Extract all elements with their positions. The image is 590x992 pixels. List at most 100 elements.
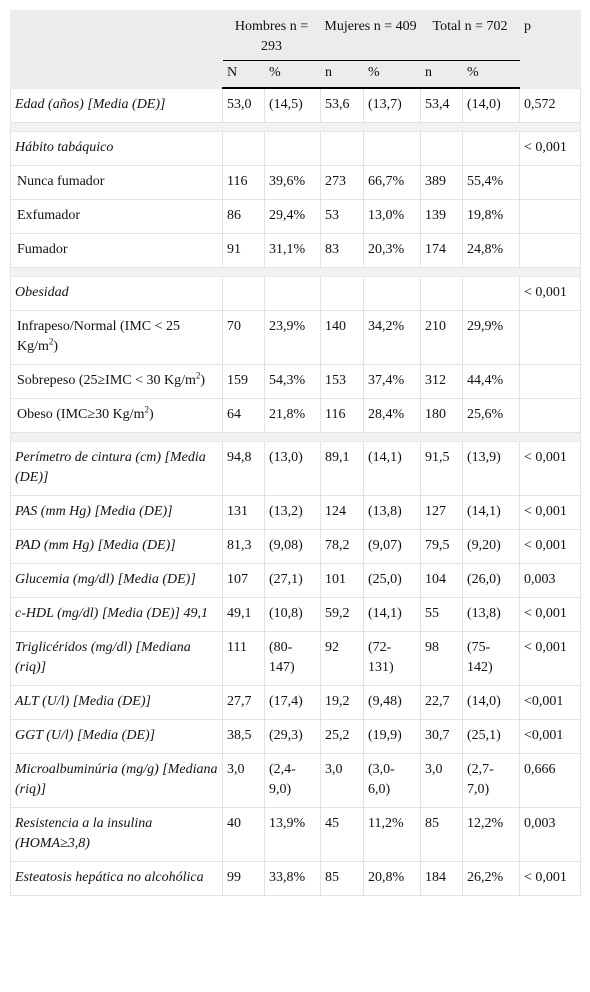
label-text: Obeso (IMC≥30 Kg/m (17, 407, 145, 422)
value-cell: 78,2 (320, 529, 365, 564)
value-cell: 131 (222, 495, 265, 530)
value-cell: (2,7-7,0) (462, 753, 521, 808)
p-value (519, 165, 582, 200)
value-cell (462, 131, 521, 166)
value-cell: 3,0 (420, 753, 464, 808)
value-cell: 180 (420, 398, 464, 433)
table-row: Obesidad < 0,001 (10, 276, 582, 311)
row-label: Microalbuminúria (mg/g) [Mediana (riq)] (10, 753, 223, 808)
value-cell: (29,3) (263, 719, 322, 754)
value-cell: 13,0% (363, 199, 422, 234)
subheader: % (263, 60, 322, 89)
value-cell: 111 (222, 631, 265, 686)
value-cell: 89,1 (320, 441, 365, 496)
p-value: < 0,001 (519, 495, 582, 530)
row-label: Infrapeso/Normal (IMC < 25 Kg/m2) (10, 310, 223, 365)
table-row: GGT (U/l) [Media (DE)] 38,5 (29,3) 25,2 (19,… (10, 719, 582, 754)
value-cell: 98 (420, 631, 464, 686)
p-value: 0,666 (519, 753, 582, 808)
value-cell: 19,2 (320, 685, 365, 720)
table-row: Edad (años) [Media (DE)] 53,0 (14,5) 53,6 (1… (10, 87, 582, 123)
value-cell: 53,4 (420, 87, 464, 123)
value-cell: (10,8) (263, 597, 322, 632)
value-cell: (14,1) (363, 597, 422, 632)
value-cell: (14,1) (462, 495, 521, 530)
subheader: % (462, 60, 521, 89)
row-label: Exfumador (10, 199, 223, 234)
label-text: ) (148, 407, 154, 422)
value-cell (263, 131, 322, 166)
value-cell: 85 (420, 807, 464, 862)
row-label: PAD (mm Hg) [Media (DE)] (10, 529, 223, 564)
value-cell: 159 (222, 364, 265, 399)
value-cell: 83 (320, 233, 365, 268)
row-label: c-HDL (mg/dl) [Media (DE)] 49,1 (10, 597, 223, 632)
value-cell: 59,2 (320, 597, 365, 632)
value-cell: 53,0 (222, 87, 265, 123)
p-value: < 0,001 (519, 441, 582, 496)
value-cell: 25,6% (462, 398, 521, 433)
p-value: 0,572 (519, 87, 582, 123)
subheader: n (320, 60, 365, 89)
value-cell: (27,1) (263, 563, 322, 598)
value-cell: 91 (222, 233, 265, 268)
value-cell: (14,0) (462, 87, 521, 123)
value-cell: (25,1) (462, 719, 521, 754)
row-label: Perímetro de cintura (cm) [Media (DE)] (10, 441, 223, 496)
value-cell (363, 131, 422, 166)
p-value: < 0,001 (519, 597, 582, 632)
value-cell: 94,8 (222, 441, 265, 496)
value-cell: 55 (420, 597, 464, 632)
value-cell: 28,4% (363, 398, 422, 433)
value-cell: 38,5 (222, 719, 265, 754)
value-cell: (13,8) (462, 597, 521, 632)
value-cell: 184 (420, 861, 464, 896)
value-cell: 40 (222, 807, 265, 862)
value-cell: 25,2 (320, 719, 365, 754)
value-cell: 39,6% (263, 165, 322, 200)
table-row: Resistencia a la insulina (HOMA≥3,8) 40 13… (10, 807, 582, 862)
row-label: Obesidad (10, 276, 223, 311)
value-cell: 81,3 (222, 529, 265, 564)
value-cell (363, 276, 422, 311)
value-cell: (13,8) (363, 495, 422, 530)
label-superscript: 2 (48, 336, 54, 347)
value-cell: 55,4% (462, 165, 521, 200)
value-cell: 101 (320, 563, 365, 598)
subheader: N (222, 60, 265, 89)
value-cell: 22,7 (420, 685, 464, 720)
value-cell: 3,0 (320, 753, 365, 808)
value-cell: 24,8% (462, 233, 521, 268)
p-value (519, 398, 582, 433)
label-superscript: 2 (195, 370, 201, 381)
value-cell: (13,9) (462, 441, 521, 496)
p-value: 0,003 (519, 807, 582, 862)
value-cell: 30,7 (420, 719, 464, 754)
table-header: Hombres n = 293 Mujeres n = 409 Total n … (10, 10, 582, 89)
value-cell (263, 276, 322, 311)
value-cell: 79,5 (420, 529, 464, 564)
value-cell: 37,4% (363, 364, 422, 399)
item-row: Nunca fumador 116 39,6% 273 66,7% 389 55,4% (10, 165, 582, 200)
table-row: Perímetro de cintura (cm) [Media (DE)] 94… (10, 441, 582, 496)
p-value: < 0,001 (519, 631, 582, 686)
table-body: Edad (años) [Media (DE)] 53,0 (14,5) 53,6 (1… (9, 87, 582, 896)
row-label: Resistencia a la insulina (HOMA≥3,8) (10, 807, 223, 862)
value-cell: 116 (222, 165, 265, 200)
label-text: Infrapeso/Normal (IMC < 25 Kg/m (17, 319, 181, 354)
value-cell: (13,7) (363, 87, 422, 123)
value-cell: 153 (320, 364, 365, 399)
value-cell: (9,48) (363, 685, 422, 720)
value-cell: 70 (222, 310, 265, 365)
table-row: ALT (U/l) [Media (DE)] 27,7 (17,4) 19,2 (9,4… (10, 685, 582, 720)
group-header: Total n = 702 (420, 10, 521, 61)
p-value: <0,001 (519, 719, 582, 754)
item-row: Infrapeso/Normal (IMC < 25 Kg/m2) 70 23,9%… (10, 310, 582, 365)
value-cell: 140 (320, 310, 365, 365)
value-cell: 53,6 (320, 87, 365, 123)
value-cell: (9,20) (462, 529, 521, 564)
spacer-row (9, 122, 582, 132)
value-cell: 124 (320, 495, 365, 530)
row-label: Glucemia (mg/dl) [Media (DE)] (10, 563, 223, 598)
